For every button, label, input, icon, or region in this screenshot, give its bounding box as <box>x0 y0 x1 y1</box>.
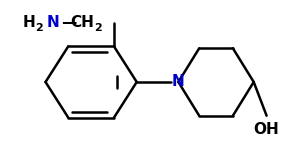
Text: OH: OH <box>254 122 280 137</box>
Text: H: H <box>22 15 35 30</box>
Text: 2: 2 <box>35 23 42 33</box>
Text: N: N <box>172 74 185 89</box>
Text: N: N <box>47 15 60 30</box>
Text: 2: 2 <box>94 23 102 33</box>
Text: CH: CH <box>70 15 94 30</box>
Text: —: — <box>61 15 76 30</box>
